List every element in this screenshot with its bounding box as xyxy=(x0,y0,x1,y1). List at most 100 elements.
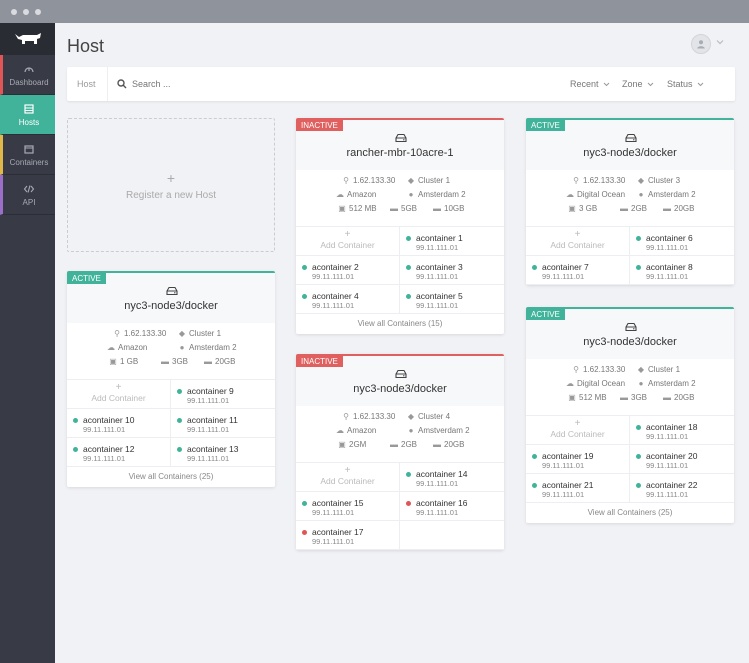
container-item[interactable]: acontainer 21 99.11.111.01 xyxy=(526,474,630,503)
container-item[interactable]: acontainer 10 99.11.111.01 xyxy=(67,409,171,438)
container-item[interactable]: acontainer 6 99.11.111.01 xyxy=(630,227,734,256)
container-name[interactable]: acontainer 7 xyxy=(542,262,589,272)
container-item[interactable]: acontainer 17 99.11.111.01 xyxy=(296,521,400,550)
host-name[interactable]: nyc3-node3/docker xyxy=(353,383,447,395)
cluster-icon: ◆ xyxy=(407,412,415,421)
container-item[interactable]: acontainer 3 99.11.111.01 xyxy=(400,256,504,285)
cloud-icon: ☁ xyxy=(107,343,115,352)
container-ip: 99.11.111.01 xyxy=(416,301,459,310)
link-icon: ⚲ xyxy=(573,365,579,374)
container-item[interactable]: acontainer 18 99.11.111.01 xyxy=(630,416,734,445)
add-container-button[interactable]: + Add Container xyxy=(296,463,400,492)
container-item[interactable]: acontainer 20 99.11.111.01 xyxy=(630,445,734,474)
container-item[interactable]: acontainer 11 99.11.111.01 xyxy=(171,409,275,438)
container-item[interactable]: acontainer 2 99.11.111.01 xyxy=(296,256,400,285)
dashboard-icon xyxy=(24,66,34,72)
logo[interactable] xyxy=(0,23,55,55)
container-name[interactable]: acontainer 14 xyxy=(416,469,468,479)
filter-label: Zone xyxy=(622,79,643,89)
container-item[interactable]: acontainer 4 99.11.111.01 xyxy=(296,285,400,314)
plus-icon: + xyxy=(166,169,176,186)
host-card[interactable]: ACTIVE nyc3-node3/docker ⚲ 1.62.133.30 ◆… xyxy=(67,271,275,487)
add-container-button[interactable]: + Add Container xyxy=(526,416,630,445)
container-name[interactable]: acontainer 22 xyxy=(646,480,698,490)
container-item[interactable]: acontainer 8 99.11.111.01 xyxy=(630,256,734,285)
window-zoom-button[interactable] xyxy=(35,9,41,15)
info-value: 512 MB xyxy=(349,204,377,213)
chevron-down-icon xyxy=(647,82,653,86)
filter-recent[interactable]: Recent xyxy=(570,79,610,89)
container-name[interactable]: acontainer 11 xyxy=(187,415,238,425)
host-card[interactable]: INACTIVE nyc3-node3/docker ⚲ 1.62.133.30… xyxy=(296,354,504,550)
container-item[interactable]: acontainer 12 99.11.111.01 xyxy=(67,438,171,467)
host-card[interactable]: INACTIVE rancher-mbr-10acre-1 ⚲ 1.62.133… xyxy=(296,118,504,334)
host-info: ⚲ 1.62.133.30 ◆ Cluster 4 ☁ Amazon ● Ams… xyxy=(296,406,504,463)
host-name[interactable]: nyc3-node3/docker xyxy=(583,147,677,159)
container-name[interactable]: acontainer 8 xyxy=(646,262,693,272)
container-name[interactable]: acontainer 13 xyxy=(187,444,239,454)
window-minimize-button[interactable] xyxy=(23,9,29,15)
container-name[interactable]: acontainer 17 xyxy=(312,527,364,537)
host-card[interactable]: ACTIVE nyc3-node3/docker ⚲ 1.62.133.30 ◆… xyxy=(526,307,734,523)
sidebar-item-containers[interactable]: Containers xyxy=(0,135,55,175)
sidebar-item-hosts[interactable]: Hosts xyxy=(0,95,55,135)
status-dot-icon xyxy=(532,454,537,459)
info-value: Amstverdam 2 xyxy=(418,426,470,435)
sidebar-item-dashboard[interactable]: Dashboard xyxy=(0,55,55,95)
sidebar-item-api[interactable]: API xyxy=(0,175,55,215)
search-input[interactable] xyxy=(132,79,332,89)
container-name[interactable]: acontainer 12 xyxy=(83,444,135,454)
container-ip: 99.11.111.01 xyxy=(83,454,126,463)
host-name[interactable]: rancher-mbr-10acre-1 xyxy=(346,147,454,159)
container-name[interactable]: acontainer 4 xyxy=(312,291,359,301)
hard-drive-icon xyxy=(395,133,407,143)
container-item[interactable]: acontainer 22 99.11.111.01 xyxy=(630,474,734,503)
host-name[interactable]: nyc3-node3/docker xyxy=(124,300,218,312)
container-name[interactable]: acontainer 15 xyxy=(312,498,364,508)
container-item[interactable]: acontainer 16 99.11.111.01 xyxy=(400,492,504,521)
disk-info: ▬ 2GB xyxy=(390,440,417,449)
search-scope-label[interactable]: Host xyxy=(77,79,96,89)
view-all-containers-link[interactable]: View all Containers (25) xyxy=(587,508,673,517)
register-host-button[interactable]: + Register a new Host xyxy=(67,118,275,252)
container-item[interactable]: acontainer 14 99.11.111.01 xyxy=(400,463,504,492)
sidebar-item-label: Containers xyxy=(9,157,49,167)
chevron-down-icon[interactable] xyxy=(716,39,724,45)
container-name[interactable]: acontainer 10 xyxy=(83,415,135,425)
container-item[interactable]: acontainer 9 99.11.111.01 xyxy=(171,380,275,409)
window-close-button[interactable] xyxy=(11,9,17,15)
container-item[interactable]: acontainer 7 99.11.111.01 xyxy=(526,256,630,285)
container-name[interactable]: acontainer 1 xyxy=(416,233,463,243)
container-name[interactable]: acontainer 6 xyxy=(646,233,693,243)
container-name[interactable]: acontainer 3 xyxy=(416,262,463,272)
user-avatar[interactable] xyxy=(691,34,711,54)
add-container-button[interactable]: + Add Container xyxy=(67,380,171,409)
container-name[interactable]: acontainer 18 xyxy=(646,422,698,432)
container-name[interactable]: acontainer 19 xyxy=(542,451,594,461)
filter-status[interactable]: Status xyxy=(667,79,704,89)
container-item[interactable]: acontainer 5 99.11.111.01 xyxy=(400,285,504,314)
container-item[interactable]: acontainer 15 99.11.111.01 xyxy=(296,492,400,521)
container-item[interactable]: acontainer 13 99.11.111.01 xyxy=(171,438,275,467)
add-container-button[interactable]: + Add Container xyxy=(296,227,400,256)
cluster-info: ◆ Cluster 3 xyxy=(637,176,680,185)
host-name[interactable]: nyc3-node3/docker xyxy=(583,336,677,348)
container-item[interactable]: acontainer 1 99.11.111.01 xyxy=(400,227,504,256)
filter-zone[interactable]: Zone xyxy=(622,79,654,89)
container-name[interactable]: acontainer 5 xyxy=(416,291,463,301)
globe-info: ● Amsterdam 2 xyxy=(178,343,237,352)
container-name[interactable]: acontainer 9 xyxy=(187,386,234,396)
container-name[interactable]: acontainer 20 xyxy=(646,451,698,461)
add-container-button[interactable]: + Add Container xyxy=(526,227,630,256)
view-all-containers-link[interactable]: View all Containers (25) xyxy=(128,472,214,481)
view-all-containers-link[interactable]: View all Containers (15) xyxy=(357,319,443,328)
cloud-icon: ☁ xyxy=(566,190,574,199)
container-name[interactable]: acontainer 16 xyxy=(416,498,468,508)
container-name[interactable]: acontainer 21 xyxy=(542,480,594,490)
host-card[interactable]: ACTIVE nyc3-node3/docker ⚲ 1.62.133.30 ◆… xyxy=(526,118,734,285)
status-dot-icon xyxy=(73,447,78,452)
container-name[interactable]: acontainer 2 xyxy=(312,262,359,272)
memory-icon: ▣ xyxy=(568,204,576,213)
disk-icon: ▬ xyxy=(620,204,628,213)
container-item[interactable]: acontainer 19 99.11.111.01 xyxy=(526,445,630,474)
